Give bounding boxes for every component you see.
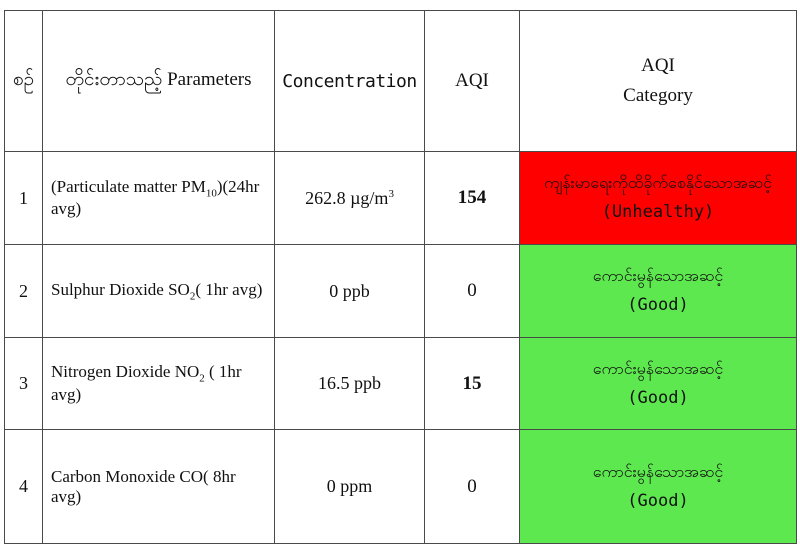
- header-category: AQI Category: [519, 10, 797, 152]
- aqi-value: 0: [424, 429, 520, 544]
- header-row: စဉ် တိုင်းတာသည့် Parameters Concentratio…: [4, 10, 797, 152]
- row-number: 4: [4, 429, 43, 544]
- concentration-value: 0 ppb: [329, 280, 370, 301]
- category-cell: ကောင်းမွန်သောအဆင့် (Good): [519, 336, 797, 431]
- parameter-period: )(24hr avg): [51, 177, 260, 219]
- aqi-table-container: စဉ် တိုင်းတာသည့် Parameters Concentratio…: [4, 10, 797, 544]
- row-number: 3: [4, 336, 43, 431]
- category-cell: ကောင်းမွန်သောအဆင့် (Good): [519, 429, 797, 544]
- category-label-english: (Unhealthy): [601, 202, 715, 223]
- aqi-value: 0: [424, 244, 520, 338]
- concentration-cell: 0 ppb: [274, 244, 425, 338]
- parameter-subscript: 2: [199, 372, 205, 385]
- category-cell: ကောင်းမွန်သောအဆင့် (Good): [519, 244, 797, 338]
- aqi-value: 15: [424, 336, 520, 431]
- category-label-myanmar: ကျန်းမာရေးကိုထိခိုက်စေနိုင်သောအဆင့်: [544, 175, 772, 193]
- table-row: 2 Sulphur Dioxide SO2( 1hr avg) 0 ppb 0 …: [4, 244, 797, 338]
- row-number: 1: [4, 150, 43, 246]
- parameter-name: (Particulate matter PM: [51, 177, 206, 197]
- parameter-period: ( 1hr avg): [195, 280, 263, 299]
- parameter-cell: Sulphur Dioxide SO2( 1hr avg): [42, 244, 275, 338]
- header-parameter: တိုင်းတာသည့် Parameters: [42, 10, 275, 152]
- category-label-myanmar: ကောင်းမွန်သောအဆင့်: [592, 360, 724, 378]
- category-cell: ကျန်းမာရေးကိုထိခိုက်စေနိုင်သောအဆင့် (Unh…: [519, 150, 797, 246]
- header-aqi: AQI: [424, 10, 520, 152]
- table-row: 1 (Particulate matter PM10)(24hr avg) 26…: [4, 150, 797, 246]
- parameter-name: Carbon Monoxide CO( 8hr avg): [51, 466, 236, 506]
- parameter-cell: Nitrogen Dioxide NO2 ( 1hr avg): [42, 336, 275, 431]
- header-no: စဉ်: [4, 10, 43, 152]
- parameter-period: ( 1hr avg): [51, 362, 242, 404]
- aqi-value: 154: [424, 150, 520, 246]
- parameter-cell: (Particulate matter PM10)(24hr avg): [42, 150, 275, 246]
- category-label-english: (Good): [627, 490, 689, 511]
- concentration-cell: 16.5 ppb: [274, 336, 425, 431]
- parameter-subscript: 2: [189, 290, 196, 303]
- header-concentration: Concentration: [274, 10, 425, 152]
- category-label-myanmar: ကောင်းမွန်သောအဆင့်: [592, 463, 724, 481]
- header-category-line2: Category: [623, 85, 693, 106]
- parameter-name: Nitrogen Dioxide NO: [51, 362, 200, 382]
- table-row: 4 Carbon Monoxide CO( 8hr avg) 0 ppm 0 က…: [4, 429, 797, 544]
- concentration-cell: 0 ppm: [274, 429, 425, 544]
- concentration-value: 16.5 ppb: [318, 373, 381, 394]
- category-label-english: (Good): [627, 387, 689, 408]
- category-label-english: (Good): [627, 295, 689, 316]
- aqi-table: စဉ် တိုင်းတာသည့် Parameters Concentratio…: [4, 10, 797, 544]
- header-category-line1: AQI: [641, 55, 675, 76]
- concentration-value: 0 ppm: [326, 476, 373, 497]
- table-row: 3 Nitrogen Dioxide NO2 ( 1hr avg) 16.5 p…: [4, 336, 797, 431]
- concentration-value: 262.8 µg/m: [305, 187, 389, 208]
- concentration-cell: 262.8 µg/m3: [274, 150, 425, 246]
- row-number: 2: [4, 244, 43, 338]
- concentration-superscript: 3: [388, 187, 394, 200]
- parameter-cell: Carbon Monoxide CO( 8hr avg): [42, 429, 275, 544]
- category-label-myanmar: ကောင်းမွန်သောအဆင့်: [592, 268, 724, 286]
- parameter-subscript: 10: [205, 187, 217, 200]
- parameter-name: Sulphur Dioxide SO: [51, 280, 190, 299]
